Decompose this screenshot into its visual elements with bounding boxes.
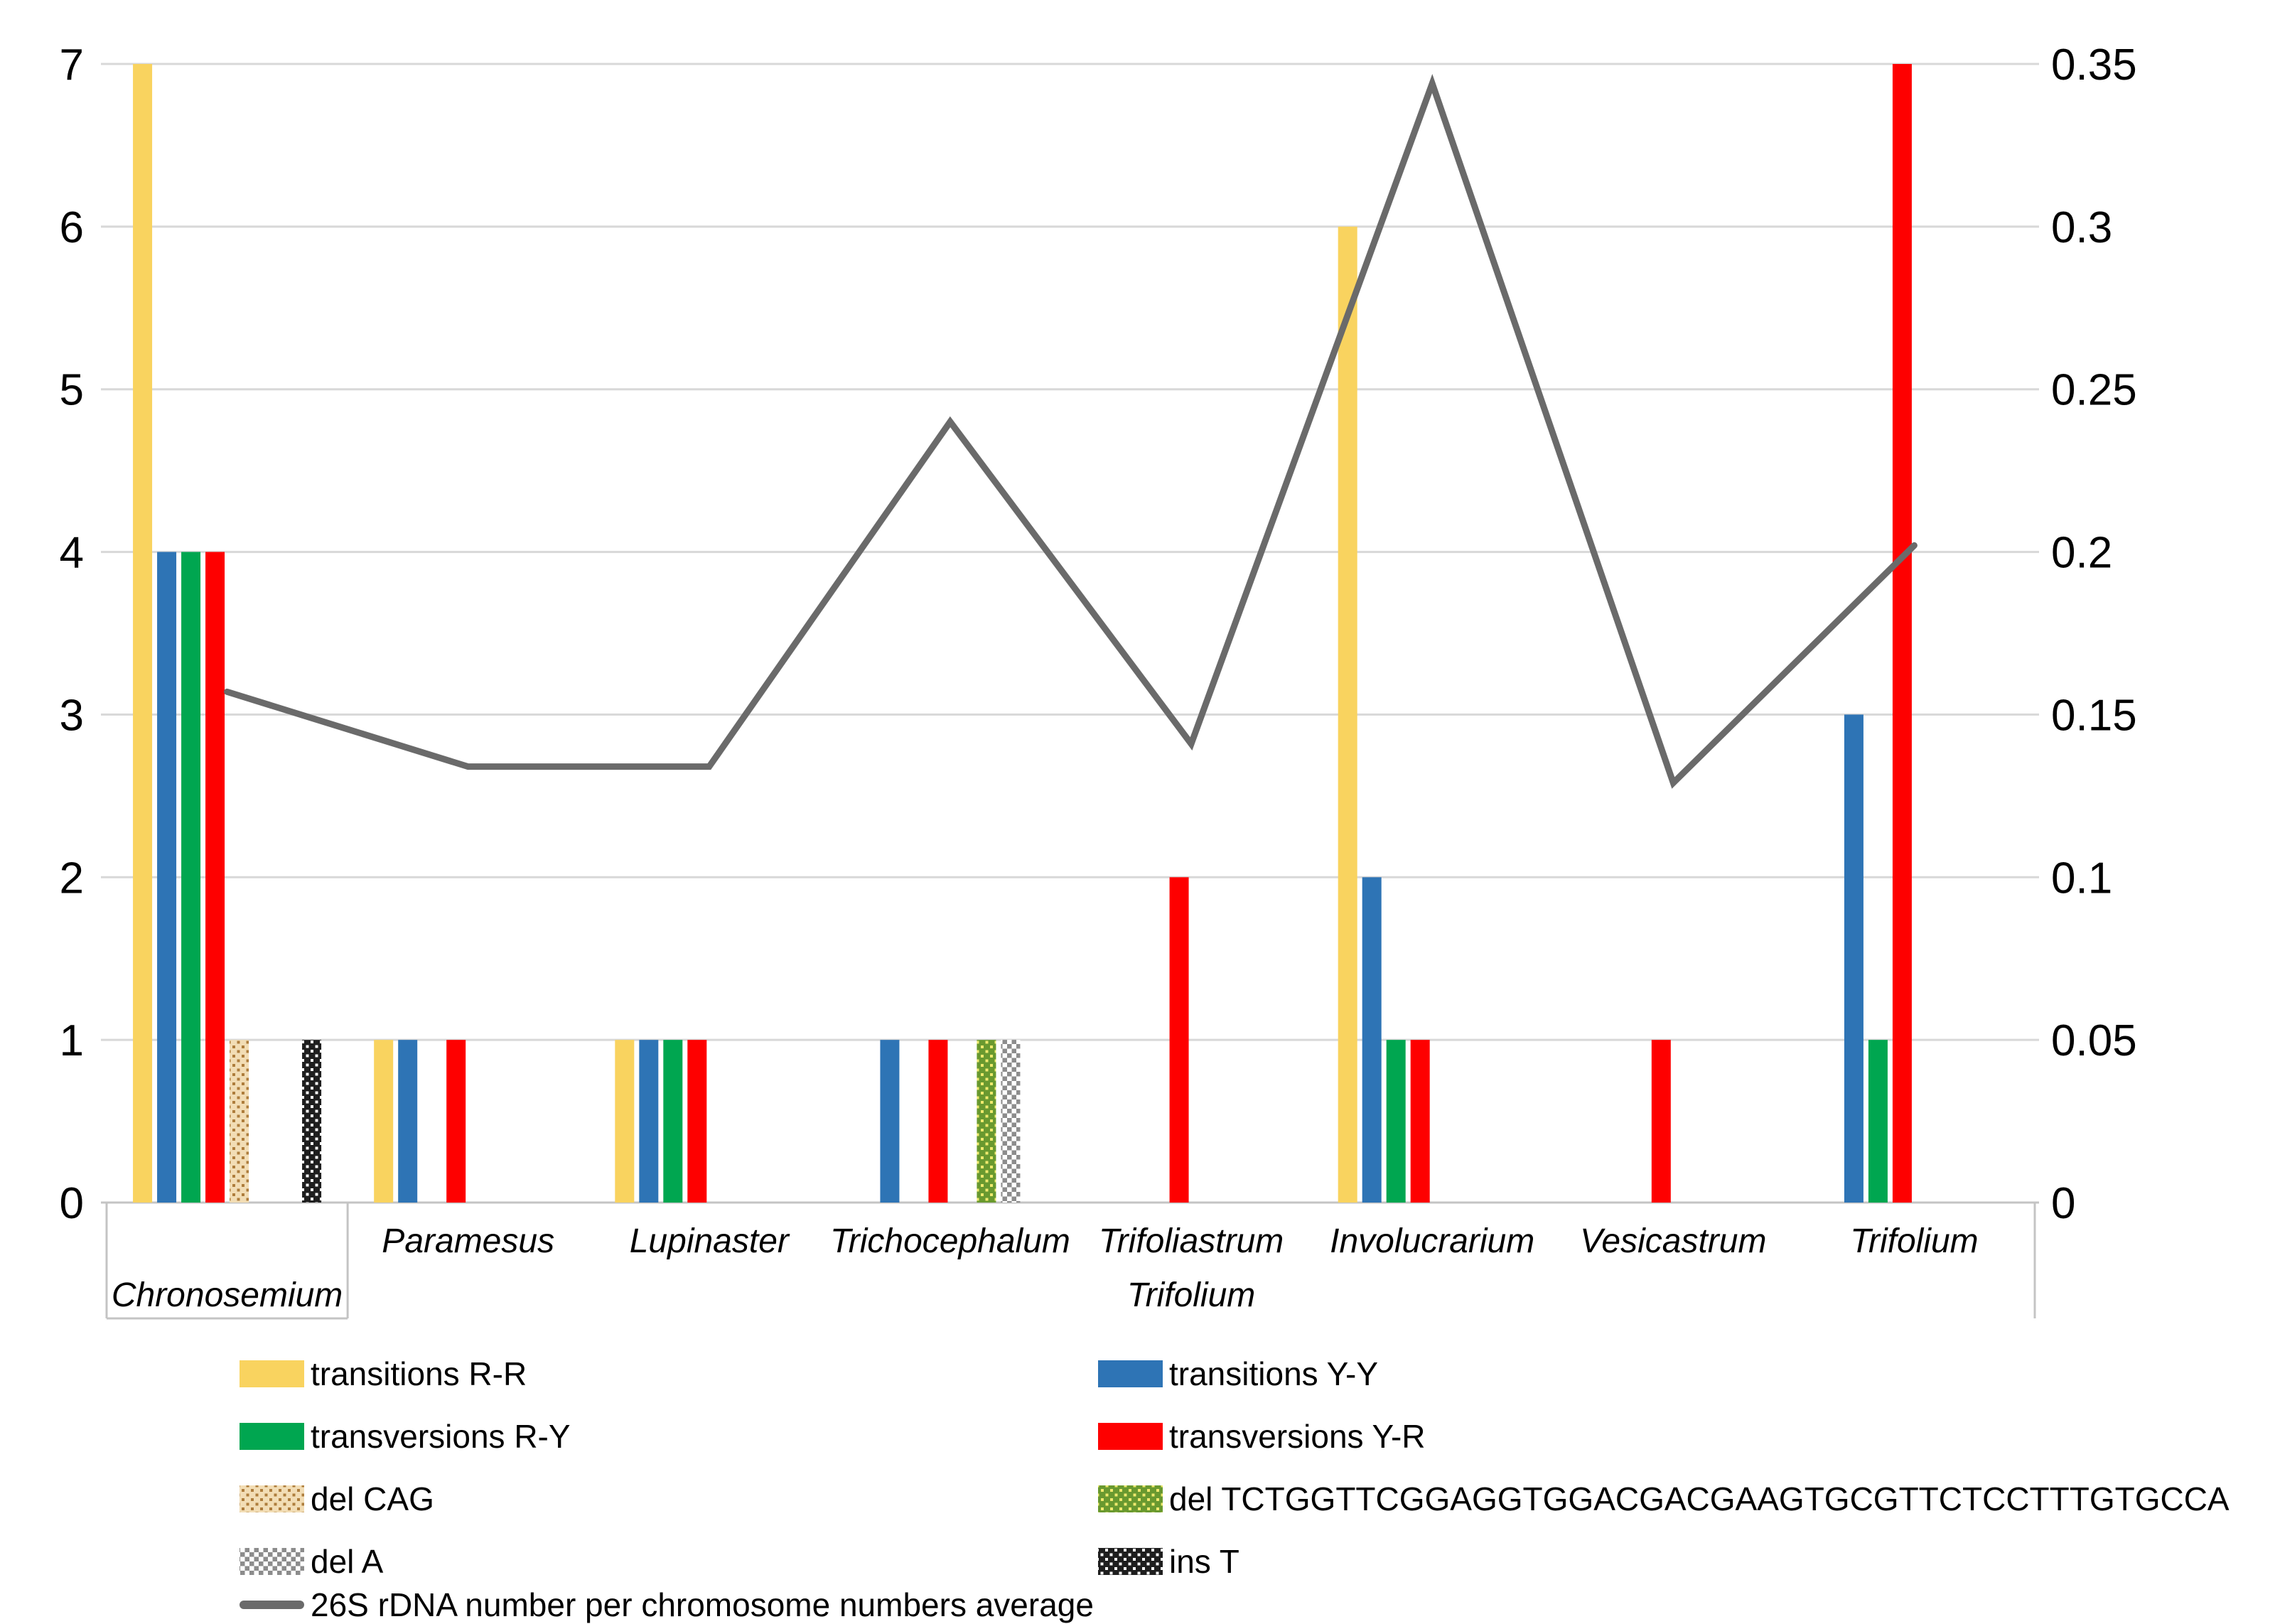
y-axis-left-tick-label: 5	[60, 366, 84, 415]
legend-label: transversions Y-R	[1169, 1418, 1426, 1455]
legend-swatch-transversions-r-y	[240, 1423, 304, 1450]
x-axis-subgenus-label-trifolium: Trifolium	[1127, 1276, 1255, 1314]
y-axis-right-tick-label: 0.3	[2051, 203, 2112, 252]
y-axis-right-tick-label: 0.05	[2051, 1016, 2137, 1065]
legend: transitions R-R transversions R-Y del CAG d…	[240, 1355, 2230, 1623]
legend-item-del-cag: del CAG	[240, 1480, 434, 1517]
bar-transitions-r-r-c0	[133, 64, 153, 1203]
bar-transversions-r-y-c5	[1386, 1040, 1406, 1203]
legend-item-transversions-r-y: transversions R-Y	[240, 1418, 571, 1455]
bar-transversions-y-r-c2	[687, 1040, 707, 1203]
bar-transitions-y-y-c2	[639, 1040, 659, 1203]
bar-transitions-r-r-c2	[615, 1040, 635, 1203]
bar-transversions-y-r-c4	[1169, 877, 1189, 1203]
y-axis-left-tick-label: 0	[60, 1179, 84, 1228]
legend-item-ins-t: ins T	[1098, 1543, 1239, 1580]
bar-del-cag-c0	[230, 1040, 249, 1203]
legend-swatch-transitions-r-r	[240, 1360, 304, 1387]
legend-label: ins T	[1169, 1543, 1239, 1580]
bar-ins-t-c0	[302, 1040, 322, 1203]
y-axis-left-tick-label: 4	[60, 529, 84, 578]
y-axis-left-tick-label: 1	[60, 1016, 84, 1065]
legend-item-del-a: del A	[240, 1543, 384, 1580]
legend-swatch-del-a	[240, 1548, 304, 1575]
bar-del-a-c3	[1001, 1040, 1021, 1203]
legend-swatch-transversions-y-r	[1098, 1423, 1163, 1450]
legend-swatch-del-tctggttcggaggtggacgacgaagt	[1098, 1485, 1163, 1512]
legend-label: del CAG	[311, 1480, 434, 1517]
bar-transversions-r-y-c7	[1868, 1040, 1888, 1203]
gridlines	[101, 63, 2039, 1204]
bar-transversions-y-r-c5	[1410, 1040, 1430, 1203]
legend-swatch-del-cag	[240, 1485, 304, 1512]
legend-item-transversions-y-r: transversions Y-R	[1098, 1418, 1426, 1455]
axis-labels: 0 1 2 3 4 5 6 7 0 0.05 0.1 0.15 0.2 0.25 0.3 0.35	[60, 41, 2137, 1228]
x-axis-section-label-trifolium: Trifolium	[1850, 1222, 1978, 1260]
legend-label: del TCTGGTTCGGAGGTGGACGACGAAGTGCGTTCTCCT…	[1169, 1480, 2230, 1517]
legend-item-transitions-y-y: transitions Y-Y	[1098, 1355, 1378, 1392]
x-axis-section-label-trifoliastrum: Trifoliastrum	[1099, 1222, 1284, 1260]
bar-transitions-y-y-c0	[157, 552, 177, 1203]
y-axis-right-tick-label: 0.15	[2051, 691, 2137, 740]
x-axis-subgenus-label-chronosemium: Chronosemium	[112, 1276, 343, 1314]
x-axis-section-label-vesicastrum: Vesicastrum	[1580, 1222, 1766, 1260]
bar-transversions-y-r-c3	[928, 1040, 948, 1203]
bar-transitions-y-y-c1	[398, 1040, 418, 1203]
bar-transversions-r-y-c2	[663, 1040, 683, 1203]
x-axis-section-label-lupinaster: Lupinaster	[630, 1222, 790, 1260]
bar-transversions-y-r-c7	[1892, 64, 1912, 1203]
legend-line-swatch	[240, 1601, 304, 1609]
legend-swatch-transitions-y-y	[1098, 1360, 1163, 1387]
legend-item-transitions-r-r: transitions R-R	[240, 1355, 527, 1392]
y-axis-left-tick-label: 2	[60, 854, 84, 903]
legend-label: transversions R-Y	[311, 1418, 571, 1455]
bars	[133, 64, 1912, 1203]
x-axis-section-label-involucrarium: Involucrarium	[1330, 1222, 1534, 1260]
y-axis-left-tick-label: 3	[60, 691, 84, 740]
bar-del-tctggttcggaggtggacgacgaagtgcgttctcctttgtgcca-c3	[977, 1040, 996, 1203]
legend-label: transitions R-R	[311, 1355, 527, 1392]
legend-label: 26S rDNA number per chromosome numbers a…	[311, 1586, 1094, 1623]
x-axis-section-label-paramesus: Paramesus	[382, 1222, 554, 1260]
legend-label: transitions Y-Y	[1169, 1355, 1378, 1392]
y-axis-left-tick-label: 7	[60, 41, 84, 90]
bar-transitions-y-y-c7	[1844, 714, 1863, 1203]
y-axis-right-tick-label: 0.25	[2051, 366, 2137, 415]
category-axis-frame: Paramesus Lupinaster Trichocephalum Trifoli…	[105, 1203, 2036, 1320]
bar-transversions-r-y-c0	[181, 552, 201, 1203]
x-axis-section-label-trichocephalum: Trichocephalum	[830, 1222, 1070, 1260]
bar-transitions-y-y-c3	[880, 1040, 900, 1203]
y-axis-left-tick-label: 6	[60, 203, 84, 252]
legend-label: del A	[311, 1543, 384, 1580]
bar-transitions-r-r-c1	[374, 1040, 394, 1203]
y-axis-right-tick-label: 0.2	[2051, 529, 2112, 578]
legend-item-del-tctggttcggaggtggacgacgaagtgcgttctcct: del TCTGGTTCGGAGGTGGACGACGAAGTGCGTTCTCCT…	[1098, 1480, 2230, 1517]
bar-transversions-y-r-c1	[446, 1040, 466, 1203]
legend-swatch-ins-t	[1098, 1548, 1163, 1575]
bar-transversions-y-r-c6	[1651, 1040, 1671, 1203]
line-series-26s-rdna	[224, 74, 1918, 789]
legend-item-26s-rdna-number-per-chromosome-numbers-a: 26S rDNA number per chromosome numbers a…	[240, 1586, 1094, 1623]
y-axis-right-tick-label: 0.35	[2051, 41, 2137, 90]
y-axis-right-tick-label: 0	[2051, 1179, 2075, 1228]
bar-transversions-y-r-c0	[205, 552, 225, 1203]
y-axis-right-tick-label: 0.1	[2051, 854, 2112, 903]
bar-transitions-r-r-c5	[1338, 226, 1357, 1203]
bar-transitions-y-y-c5	[1362, 877, 1382, 1203]
